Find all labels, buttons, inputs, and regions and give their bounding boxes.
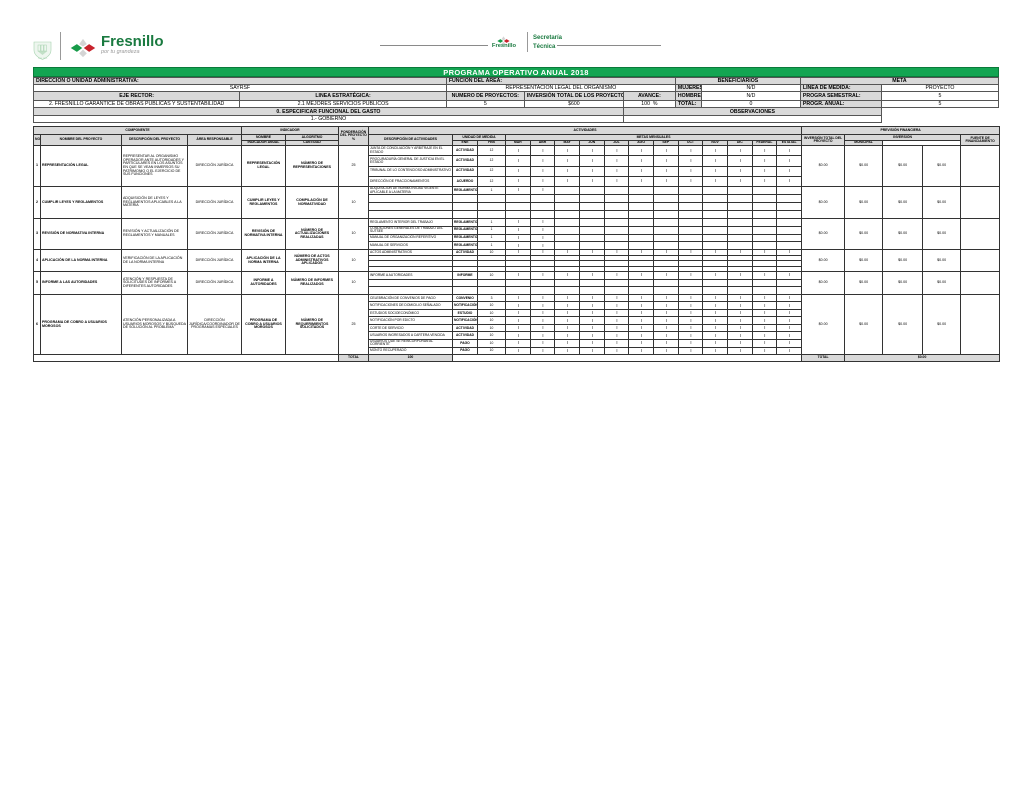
svg-text:1554 1975: 1554 1975 [38, 58, 48, 60]
